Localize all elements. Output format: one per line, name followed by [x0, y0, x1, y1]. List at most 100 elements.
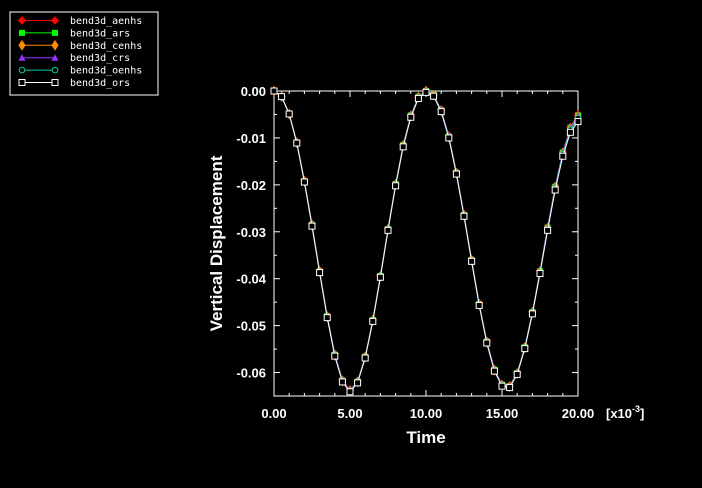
legend-box	[9, 11, 159, 96]
x-multiplier-base: [x10	[606, 406, 632, 421]
y-tick-label: 0.00	[241, 84, 266, 99]
legend-label: bend3d_ars	[70, 28, 130, 39]
data-point	[430, 92, 438, 100]
data-point	[51, 39, 59, 51]
data-point	[399, 143, 407, 151]
series-line	[273, 90, 579, 391]
x-tick-label: 5.00	[337, 406, 362, 421]
legend-item: bend3d_aenhs	[17, 16, 142, 27]
data-point	[346, 388, 354, 396]
data-point	[376, 273, 384, 281]
data-point	[18, 79, 26, 86]
legend-item: bend3d_ars	[19, 28, 130, 39]
legend: bend3d_aenhsbend3d_arsbend3d_cenhsbend3d…	[9, 11, 159, 96]
data-point	[293, 139, 301, 147]
plot-frame	[273, 90, 579, 397]
data-point	[300, 178, 308, 186]
data-point	[437, 108, 445, 116]
x-tick-label: 0.00	[261, 406, 286, 421]
series-bend3d_aenhs	[269, 86, 583, 395]
series-bend3d_ars	[271, 88, 581, 394]
y-tick-label: -0.06	[236, 366, 266, 381]
legend-label: bend3d_cenhs	[70, 41, 142, 52]
data-point	[308, 222, 316, 230]
legend-item: bend3d_cenhs	[18, 39, 142, 52]
data-point	[18, 66, 26, 74]
data-point	[483, 339, 491, 347]
data-point	[521, 345, 529, 353]
series-bend3d_oenhs	[270, 87, 582, 395]
y-axis-label: Vertical Displacement	[207, 155, 226, 331]
data-point	[551, 186, 559, 194]
data-point	[422, 88, 430, 96]
data-point	[50, 16, 60, 25]
series-line	[273, 90, 579, 393]
data-point	[536, 270, 544, 278]
series-bend3d_ors	[270, 87, 582, 396]
data-point	[574, 118, 582, 125]
data-point	[490, 367, 498, 375]
data-point	[51, 66, 59, 74]
legend-item: bend3d_oenhs	[18, 66, 142, 77]
data-point	[17, 16, 27, 25]
x-tick-label: 20.00	[562, 406, 595, 421]
data-point	[354, 379, 362, 387]
x-multiplier-close: ]	[640, 406, 644, 421]
data-point	[445, 134, 453, 142]
series-bend3d_cenhs	[270, 85, 582, 397]
series-bend3d_crs	[270, 87, 582, 394]
data-point	[270, 87, 278, 95]
legend-label: bend3d_aenhs	[70, 16, 142, 27]
data-point	[566, 128, 574, 136]
data-point	[384, 226, 392, 234]
data-point	[392, 182, 400, 190]
data-point	[498, 382, 506, 390]
data-point	[369, 317, 377, 325]
data-point	[361, 354, 369, 362]
data-point	[338, 378, 346, 386]
legend-item: bend3d_ors	[18, 78, 130, 89]
series-group	[269, 85, 583, 397]
x-tick-label: 10.00	[410, 406, 443, 421]
y-tick-label: -0.01	[236, 131, 266, 146]
data-point	[51, 79, 59, 86]
data-point	[19, 29, 25, 36]
axis-ticks: 0.00 5.00 10.00 15.00 20.00 0.00 -0.01 -0.02 -0.…	[236, 84, 594, 421]
legend-label: bend3d_crs	[70, 53, 130, 64]
legend-item: bend3d_crs	[18, 53, 130, 64]
x-axis-multiplier: [x10-3]	[606, 404, 644, 421]
series-line	[273, 90, 579, 392]
data-point	[513, 370, 521, 378]
x-multiplier-exponent: -3	[632, 404, 640, 414]
data-point	[316, 269, 324, 277]
data-point	[18, 54, 26, 61]
data-point	[468, 257, 476, 265]
data-point	[407, 113, 415, 121]
data-point	[475, 301, 483, 309]
y-tick-label: -0.04	[236, 272, 266, 287]
x-tick-label: 15.00	[486, 406, 519, 421]
data-point	[278, 93, 286, 101]
data-point	[52, 29, 58, 36]
x-axis-label: Time	[406, 428, 445, 447]
series-line	[273, 90, 579, 392]
data-point	[452, 170, 460, 178]
legend-label: bend3d_oenhs	[70, 66, 142, 77]
data-point	[331, 352, 339, 360]
data-point	[18, 39, 26, 51]
legend-label: bend3d_ors	[70, 78, 130, 89]
data-point	[528, 310, 536, 318]
data-point	[51, 54, 59, 61]
y-tick-label: -0.05	[236, 319, 266, 334]
series-line	[273, 90, 579, 392]
data-point	[414, 95, 422, 103]
plot-border	[273, 90, 579, 397]
data-point	[544, 226, 552, 234]
data-point	[285, 110, 293, 118]
data-point	[460, 212, 468, 220]
y-tick-label: -0.03	[236, 225, 266, 240]
series-line	[273, 90, 579, 393]
y-tick-label: -0.02	[236, 178, 266, 193]
data-point	[506, 384, 514, 392]
